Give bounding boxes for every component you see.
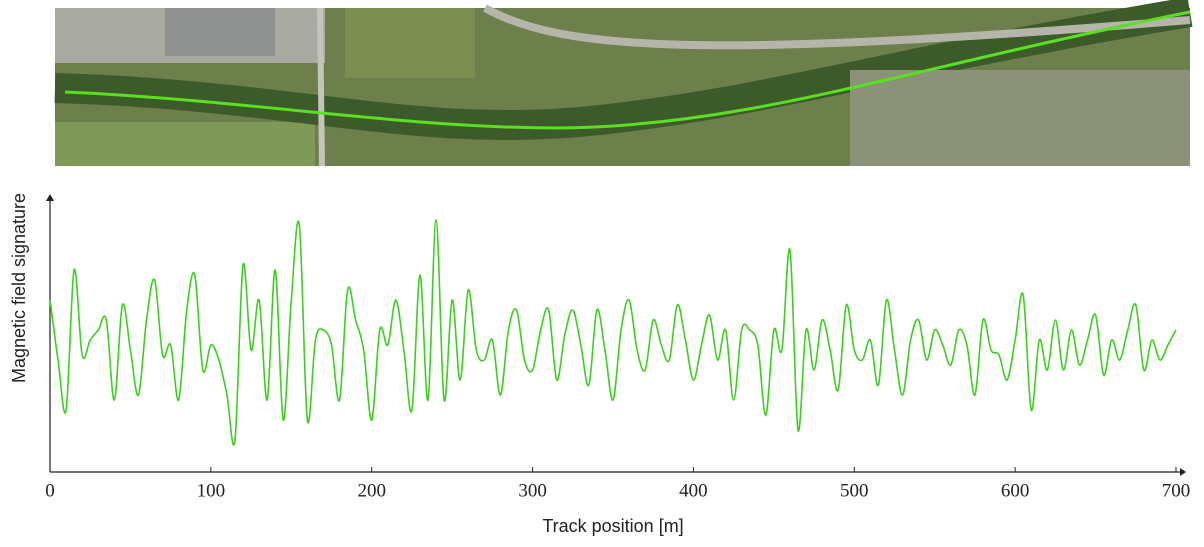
field: [345, 8, 475, 78]
figure: Track position [m] Magnetic field signat…: [0, 0, 1204, 542]
x-axis-arrow: [1180, 468, 1186, 476]
aerial-image: [55, 8, 1190, 166]
building: [165, 8, 275, 56]
x-tick-label: 300: [518, 480, 547, 501]
x-axis-label: Track position [m]: [542, 516, 683, 536]
signal-line: [50, 220, 1176, 445]
x-tick-label: 400: [679, 480, 708, 501]
x-tick-label: 0: [45, 480, 55, 501]
y-axis-label: Magnetic field signature: [9, 193, 29, 383]
x-tick-label: 700: [1162, 480, 1191, 501]
x-tick-label: 600: [1001, 480, 1030, 501]
x-tick-label: 100: [197, 480, 226, 501]
y-axis-arrow: [46, 194, 54, 201]
field: [55, 122, 315, 166]
x-tick-label: 200: [357, 480, 386, 501]
residential-area: [850, 70, 1190, 166]
road: [320, 8, 322, 166]
page: {"chart_data": {"type": "line", "x_label…: [0, 0, 1204, 542]
x-tick-label: 500: [840, 480, 869, 501]
